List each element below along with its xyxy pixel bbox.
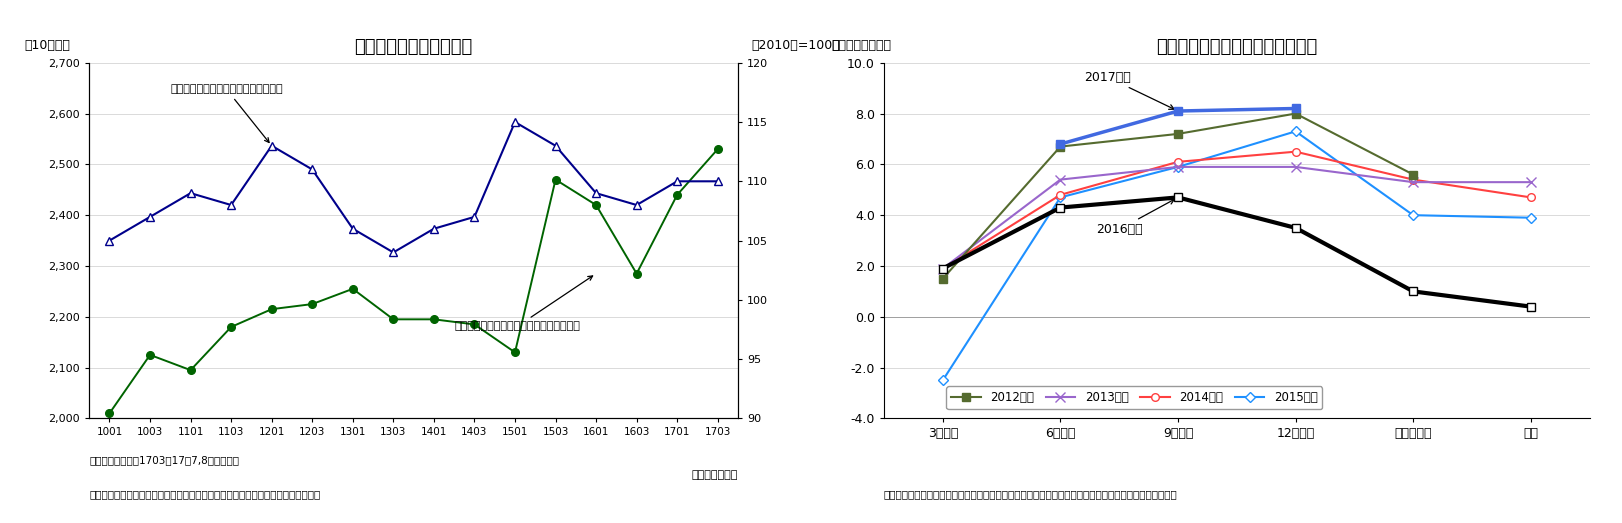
Text: （資料）日本銀行「企業短期経済観測調査」　（注）ソフトウェアを含む設備投資額（除く土地投資額）: （資料）日本銀行「企業短期経済観測調査」 （注）ソフトウェアを含む設備投資額（除… <box>884 489 1178 499</box>
Text: （資料）内閣府「機械受注統計」、「景気動向指数」、経済産業省「鉱工業指数」: （資料）内閣府「機械受注統計」、「景気動向指数」、経済産業省「鉱工業指数」 <box>89 489 321 499</box>
Text: （注）機械受注の1703は17年7,8月の平均値: （注）機械受注の1703は17年7,8月の平均値 <box>89 455 238 465</box>
Text: 2016年度: 2016年度 <box>1096 199 1174 236</box>
Text: （年・四半期）: （年・四半期） <box>691 470 738 480</box>
Text: 投資財出荷（除く輸送機械、右目盛）: 投資財出荷（除く輸送機械、右目盛） <box>170 84 282 142</box>
Text: （10億円）: （10億円） <box>24 39 70 52</box>
Text: （前年度比、％）: （前年度比、％） <box>830 39 890 52</box>
Text: 2017年度: 2017年度 <box>1083 71 1174 109</box>
Text: 機械受注（船舰・電力除く民需、左目盛）: 機械受注（船舰・電力除く民需、左目盛） <box>454 276 592 332</box>
Text: （2010年=100）: （2010年=100） <box>751 39 840 52</box>
Title: 設備投資計画（全規模・全産業）: 設備投資計画（全規模・全産業） <box>1156 38 1317 55</box>
Legend: 2012年度, 2013年度, 2014年度, 2015年度: 2012年度, 2013年度, 2014年度, 2015年度 <box>946 386 1322 409</box>
Title: 設備投資関連指標の推移: 設備投資関連指標の推移 <box>355 38 472 55</box>
